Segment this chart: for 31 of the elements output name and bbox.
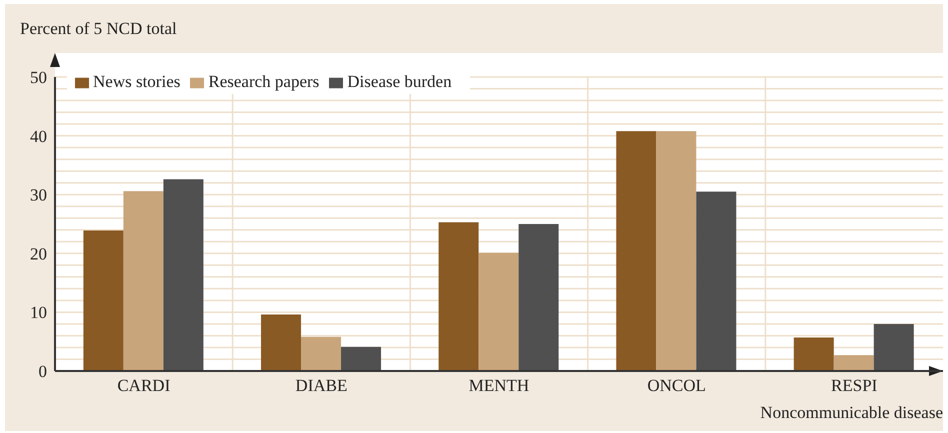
y-axis-title: Percent of 5 NCD total	[20, 19, 177, 39]
y-tick-label: 0	[38, 362, 47, 382]
bar	[478, 252, 519, 371]
legend-label: Disease burden	[347, 72, 452, 91]
bar	[438, 222, 479, 371]
x-axis-title: Noncommunicable disease	[760, 403, 943, 423]
legend-label: News stories	[93, 72, 180, 91]
legend-label: Research papers	[208, 72, 320, 91]
bar	[83, 230, 124, 371]
bar	[874, 324, 914, 371]
y-tick-label: 30	[30, 186, 47, 205]
y-tick-label: 40	[30, 126, 47, 146]
x-tick-label: MENTH	[468, 376, 530, 396]
y-tick-label: 20	[30, 244, 47, 264]
bar	[341, 346, 382, 371]
bar	[163, 179, 204, 371]
bar	[301, 336, 342, 371]
bar	[834, 355, 874, 371]
y-tick-label: 10	[30, 303, 47, 322]
bar	[518, 224, 559, 371]
bar	[794, 337, 834, 371]
bar	[616, 131, 656, 371]
bar	[261, 314, 302, 371]
bar	[656, 131, 696, 371]
x-tick-label: CARDI	[117, 376, 171, 396]
bar	[696, 192, 736, 371]
x-tick-label: RESPI	[831, 376, 878, 396]
y-tick-label: 50	[30, 68, 47, 88]
x-tick-label: DIABE	[295, 376, 348, 396]
bar	[123, 191, 164, 371]
x-tick-label: ONCOL	[647, 376, 706, 396]
